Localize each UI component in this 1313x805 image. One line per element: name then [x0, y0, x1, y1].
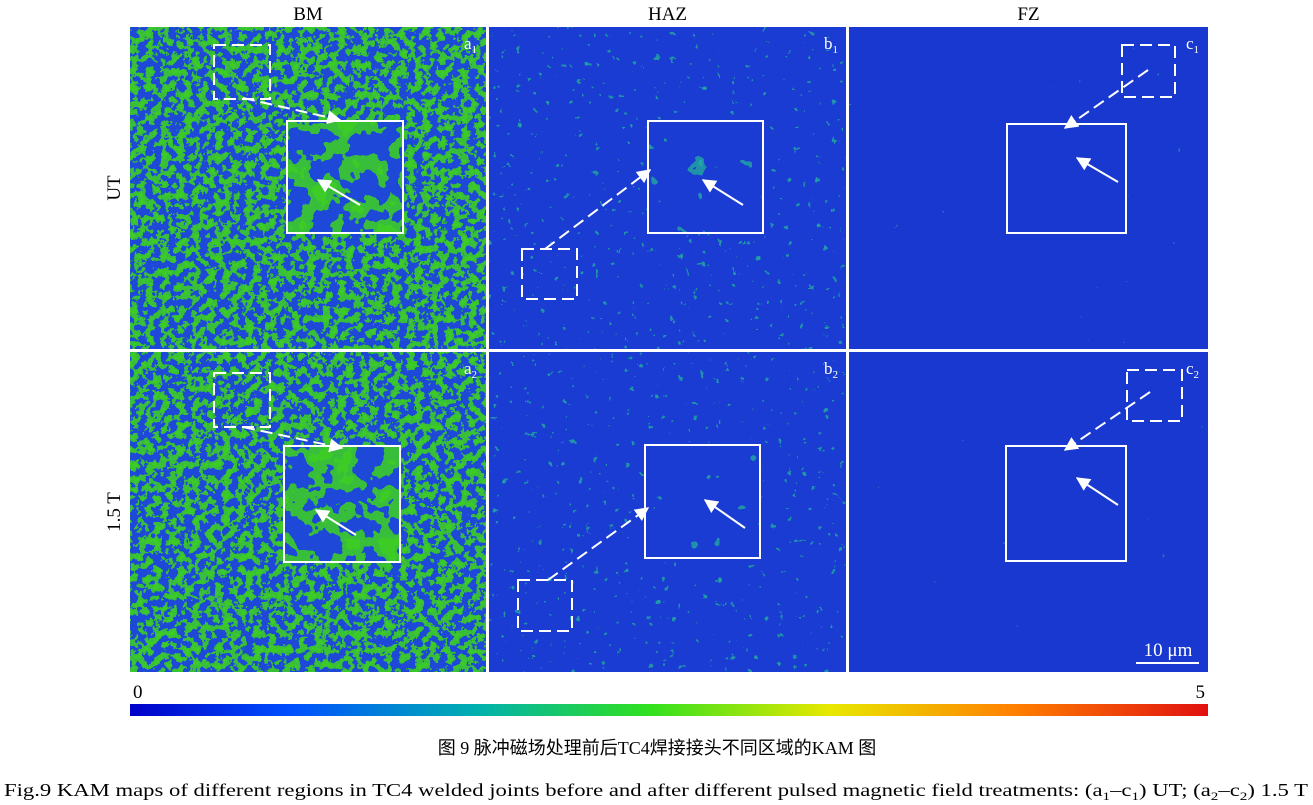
inset-texture — [645, 445, 760, 558]
zoom-arrow — [544, 169, 652, 250]
panel-subscript: 2 — [1194, 369, 1200, 381]
caption-text: –c — [1109, 780, 1132, 800]
caption-en: Fig.9 KAM maps of different regions in T… — [4, 780, 1308, 803]
caption-text: Fig.9 KAM maps of different regions in T… — [4, 780, 1103, 801]
row-label: UT — [104, 175, 125, 201]
column-header: FZ — [1017, 4, 1039, 25]
kam-panel: b2 — [489, 352, 846, 672]
caption-text: ) 1.5 T — [1247, 780, 1308, 801]
panel-label: b2 — [824, 359, 838, 381]
panel-label: c2 — [1186, 359, 1199, 381]
region-box — [213, 44, 271, 100]
panel-label: a2 — [464, 359, 477, 381]
inset-texture — [284, 446, 400, 562]
inset-texture — [1007, 124, 1126, 233]
colorbar — [130, 704, 1208, 716]
region-box — [521, 248, 578, 300]
zoom-arrow — [242, 97, 342, 125]
feature-arrow — [316, 179, 361, 206]
caption-subscript: 2 — [1240, 789, 1248, 803]
caption-subscript: 1 — [1103, 789, 1111, 803]
inset-texture — [287, 121, 403, 233]
feature-arrow — [314, 509, 357, 536]
inset-frame — [644, 444, 761, 559]
panel-label: b1 — [824, 34, 838, 56]
panel-subscript: 2 — [472, 369, 478, 381]
panel-subscript: 2 — [833, 369, 839, 381]
region-box — [1121, 44, 1176, 98]
colorbar-min: 0 — [133, 682, 143, 703]
inset-texture — [1006, 446, 1126, 561]
colorbar-max: 5 — [1196, 682, 1206, 703]
panel-letter: b — [824, 34, 833, 53]
region-box — [517, 579, 573, 632]
kam-panel: a2 — [130, 352, 486, 672]
feature-arrow — [703, 499, 746, 529]
caption-cn: 图 9 脉冲磁场处理前后TC4焊接接头不同区域的KAM 图 — [438, 738, 877, 758]
panel-subscript: 1 — [1194, 44, 1200, 56]
panel-letter: a — [464, 34, 472, 53]
region-box — [1126, 369, 1183, 422]
kam-panel: a1 — [130, 27, 486, 349]
row-label: 1.5 T — [104, 492, 125, 532]
region-box — [213, 372, 271, 428]
inset-texture — [648, 121, 763, 233]
panel-letter: b — [824, 359, 833, 378]
inset-frame — [286, 120, 404, 234]
panel-letter: c — [1186, 359, 1194, 378]
column-header: BM — [293, 4, 323, 25]
kam-panel: c1 — [849, 27, 1208, 349]
panel-subscript: 1 — [472, 44, 478, 56]
panel-label: c1 — [1186, 34, 1199, 56]
kam-panel: b1 — [489, 27, 846, 349]
panel-label: a1 — [464, 34, 477, 56]
panel-letter: c — [1186, 34, 1194, 53]
caption-text: –c — [1217, 780, 1240, 800]
feature-arrow — [701, 179, 744, 206]
panel-letter: a — [464, 359, 472, 378]
zoom-arrow — [547, 507, 650, 581]
scale-bar-label: 10 μm — [1144, 640, 1193, 661]
caption-subscript: 2 — [1211, 789, 1219, 803]
caption-text: ) UT; (a — [1139, 780, 1211, 801]
panel-subscript: 1 — [833, 44, 839, 56]
caption-subscript: 1 — [1131, 789, 1139, 803]
feature-arrow — [1075, 157, 1119, 183]
kam-panel: c2 — [849, 352, 1208, 672]
feature-arrow — [1075, 477, 1119, 506]
column-header: HAZ — [648, 4, 687, 25]
